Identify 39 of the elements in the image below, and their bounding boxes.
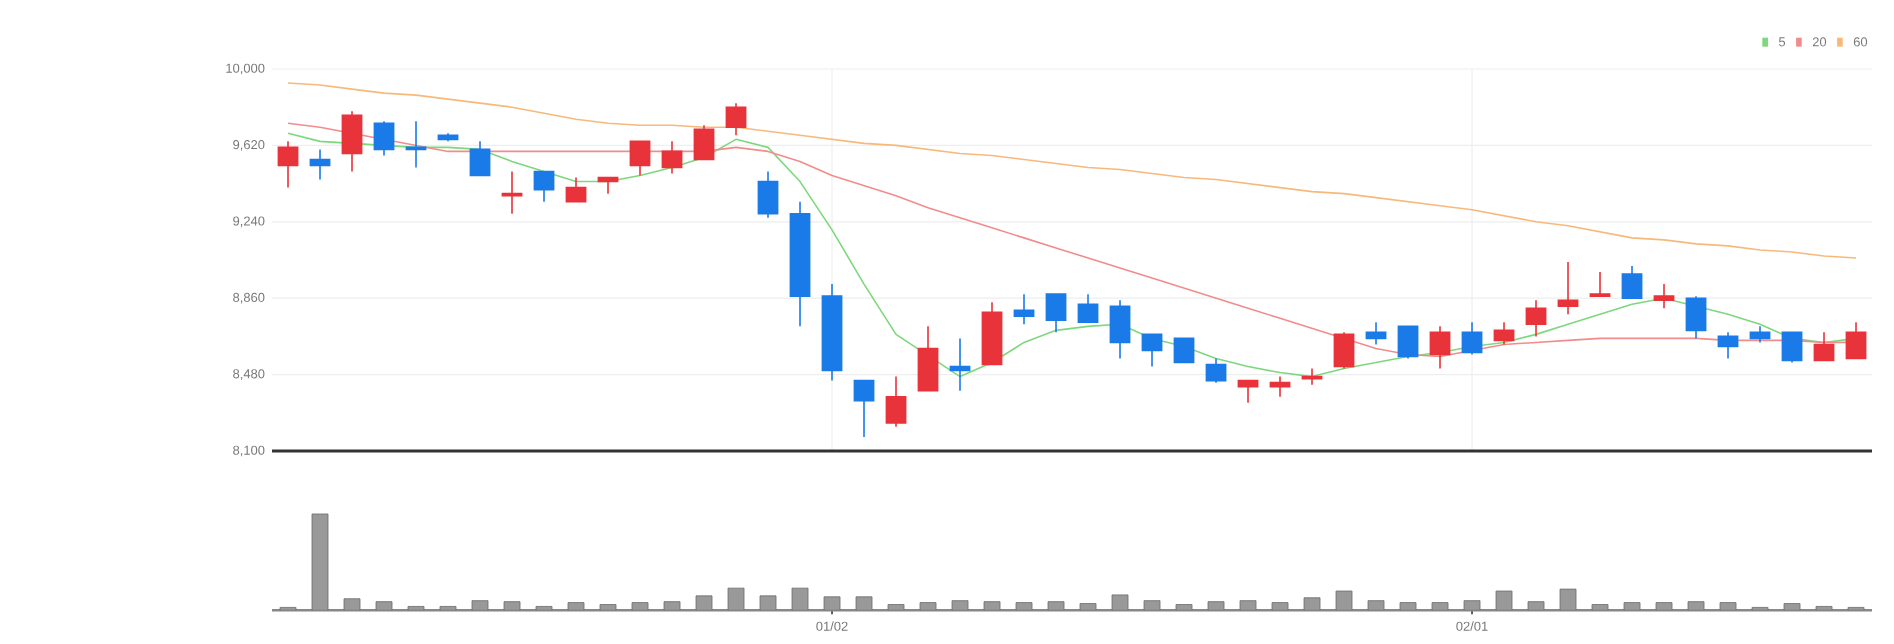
candlestick — [1653, 283, 1675, 310]
candlestick — [853, 379, 875, 438]
candlestick — [1237, 379, 1259, 404]
candlestick — [1525, 299, 1547, 338]
candlestick — [1333, 331, 1355, 370]
candlestick — [725, 102, 747, 137]
candlestick — [1589, 271, 1611, 297]
candlestick — [1045, 293, 1067, 334]
candlestick — [533, 170, 555, 203]
candlestick — [1365, 321, 1387, 346]
candlestick — [1397, 325, 1419, 360]
candlestick — [1845, 321, 1867, 360]
candlestick — [1621, 265, 1643, 299]
candlestick — [1813, 331, 1835, 362]
candlestick — [1173, 337, 1195, 364]
candlestick — [1429, 325, 1451, 370]
candlestick — [1461, 321, 1483, 356]
candlestick — [629, 140, 651, 177]
candlestick — [469, 140, 491, 177]
candlestick — [1109, 299, 1131, 360]
candlestick — [565, 176, 587, 203]
candlestick — [277, 140, 299, 189]
candlestick — [661, 140, 683, 175]
candlestick — [1013, 293, 1035, 326]
candlestick — [1781, 331, 1803, 364]
candlestick — [1077, 293, 1099, 324]
candlestick — [1717, 331, 1739, 360]
candlestick — [1141, 333, 1163, 368]
candlestick — [309, 148, 331, 181]
candlestick — [1205, 357, 1227, 384]
candlestick — [341, 110, 363, 173]
candlestick — [693, 124, 715, 161]
candlestick — [885, 375, 907, 428]
candlestick — [757, 170, 779, 219]
candlestick — [917, 325, 939, 392]
candlestick — [1685, 295, 1707, 340]
candlestick — [1493, 321, 1515, 346]
candlestick — [373, 120, 395, 157]
candlestick — [1557, 261, 1579, 316]
